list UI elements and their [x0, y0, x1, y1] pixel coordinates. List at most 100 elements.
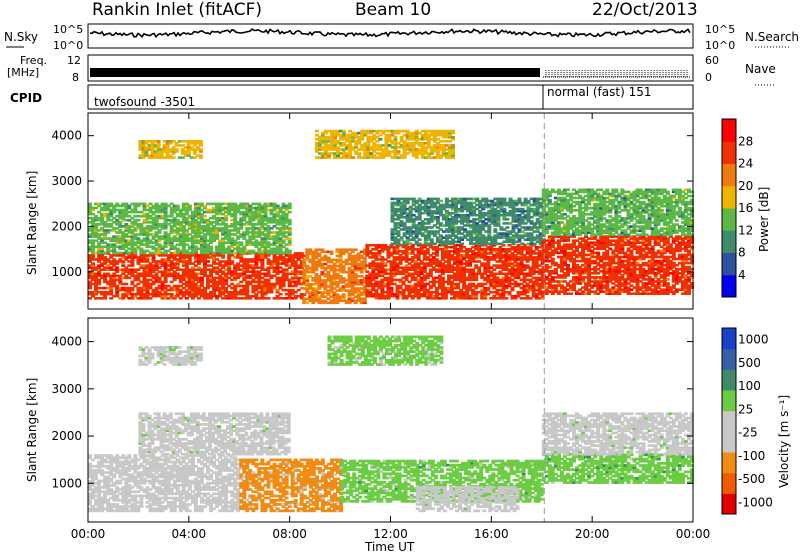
echo-cell [196, 258, 201, 261]
echo-cell [160, 262, 165, 265]
echo-cell [100, 227, 105, 230]
echo-cell [293, 280, 298, 284]
echo-cell [196, 292, 201, 296]
echo-cell [190, 278, 195, 282]
echo-cell [163, 223, 168, 226]
echo-cell [206, 247, 210, 251]
echo-cell [139, 294, 144, 298]
echo-cell [251, 227, 256, 230]
echo-cell [248, 227, 253, 230]
echo-cell [266, 297, 271, 300]
echo-cell [218, 218, 223, 222]
echo-cell [88, 258, 92, 261]
echo-cell [154, 274, 159, 278]
echo-cell [121, 254, 126, 257]
echo-cell [145, 256, 150, 259]
echo-cell [269, 274, 274, 278]
echo-cell [272, 239, 277, 242]
echo-cell [206, 221, 210, 224]
echo-cell [154, 260, 159, 263]
echo-cell [109, 202, 114, 206]
echo-cell [118, 208, 123, 212]
echo-cell [251, 284, 256, 288]
echo-cell [233, 268, 238, 271]
echo-cell [196, 202, 201, 206]
echo-cell [160, 227, 165, 230]
echo-cell [142, 218, 147, 222]
echo-cell [221, 231, 226, 234]
echo-cell [263, 233, 268, 236]
echo-cell [175, 229, 180, 232]
echo-cell [212, 266, 216, 269]
echo-cell [148, 245, 153, 249]
echo-cell [190, 280, 195, 284]
echo-cell [180, 152, 185, 155]
echo-cell [287, 297, 292, 300]
echo-cell [199, 280, 204, 284]
echo-cell [139, 292, 144, 296]
echo-cell [141, 144, 146, 147]
echo-cell [221, 233, 226, 236]
echo-cell [272, 243, 277, 246]
echo-cell [245, 268, 250, 271]
echo-cell [275, 251, 280, 255]
echo-cell [417, 242, 422, 246]
echo-cell [272, 268, 277, 271]
echo-cell [118, 214, 123, 218]
echo-cell [209, 208, 213, 212]
echo-cell [157, 262, 162, 265]
echo-cell [142, 202, 147, 206]
echo-cell [133, 294, 138, 298]
echo-cell [281, 288, 286, 292]
echo-cell [190, 241, 195, 244]
echo-cell [160, 294, 165, 298]
echo-cell [224, 262, 229, 265]
echo-cell [97, 233, 102, 236]
echo-cell [311, 283, 316, 286]
echo-cell [257, 254, 262, 257]
echo-cell [142, 286, 147, 290]
echo-cell [163, 231, 168, 234]
echo-cell [106, 243, 111, 246]
echo-cell [145, 268, 150, 271]
echo-cell [178, 268, 183, 271]
echo-cell [215, 254, 220, 257]
echo-cell [186, 140, 191, 143]
echo-cell [94, 284, 98, 288]
echo-cell [218, 264, 223, 267]
echo-cell [221, 229, 226, 232]
echo-cell [124, 206, 129, 210]
echo-cell [199, 208, 204, 212]
echo-cell [311, 299, 316, 303]
echo-cell [109, 280, 114, 284]
echo-cell [141, 152, 146, 155]
echo-cell [88, 286, 92, 290]
echo-cell [184, 270, 189, 273]
echo-cell [305, 285, 310, 288]
echo-cell [266, 221, 271, 224]
echo-cell [88, 245, 92, 249]
echo-cell [97, 249, 102, 253]
echo-cell [187, 276, 192, 280]
echo-cell [218, 212, 223, 216]
echo-cell [260, 282, 265, 286]
echo-cell [221, 266, 226, 269]
echo-cell [199, 229, 204, 232]
echo-cell [148, 254, 153, 257]
echo-cell [100, 251, 105, 255]
echo-cell [203, 274, 207, 278]
echo-cell [236, 249, 241, 253]
echo-cell [133, 229, 138, 232]
echo-cell [254, 245, 259, 249]
echo-cell [251, 235, 256, 238]
echo-cell [284, 249, 289, 253]
echo-cell [305, 254, 310, 258]
echo-cell [156, 154, 161, 157]
echo-cell [215, 208, 220, 212]
echo-cell [281, 216, 286, 220]
echo-cell [157, 229, 162, 232]
echo-cell [242, 233, 247, 236]
echo-cell [195, 142, 200, 145]
echo-cell [269, 216, 274, 220]
echo-cell [236, 252, 241, 255]
